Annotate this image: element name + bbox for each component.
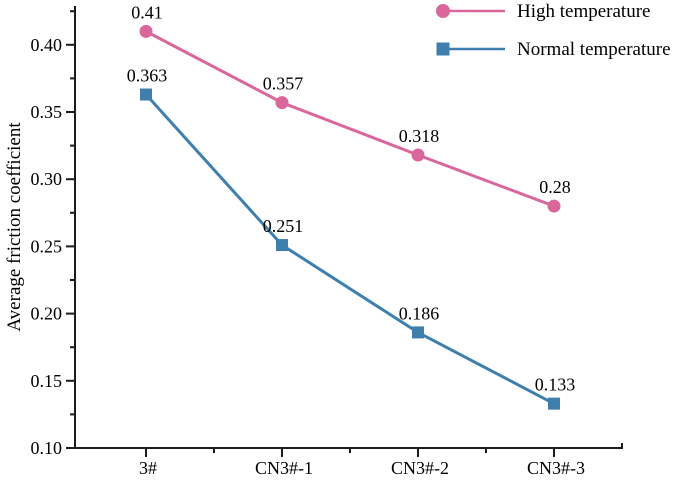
data-point-label: 0.28 <box>539 177 571 197</box>
y-tick-label: 0.40 <box>31 35 63 55</box>
data-point-circle <box>275 96 289 110</box>
y-axis-title: Average friction coefficient <box>4 122 25 332</box>
data-point-circle <box>547 199 561 213</box>
x-tick-label: CN3#-2 <box>391 458 449 478</box>
data-point-circle <box>139 24 153 38</box>
y-tick-label: 0.30 <box>31 169 63 189</box>
data-point-square <box>140 88 152 101</box>
data-point-circle <box>411 148 425 162</box>
legend-label: Normal temperature <box>517 39 671 60</box>
x-tick-label: CN3#-1 <box>255 458 313 478</box>
data-point-square <box>548 397 560 410</box>
y-tick-label: 0.25 <box>31 236 63 256</box>
data-point-label: 0.133 <box>535 375 576 395</box>
series-line-square <box>144 93 555 405</box>
legend-label: High temperature <box>517 1 650 22</box>
x-tick-label: CN3#-3 <box>527 458 585 478</box>
y-tick-label: 0.35 <box>31 102 63 122</box>
data-point-square <box>412 326 424 339</box>
data-point-label: 0.251 <box>263 216 304 236</box>
y-tick-label: 0.15 <box>31 371 63 391</box>
data-point-label: 0.41 <box>131 2 163 22</box>
data-point-label: 0.318 <box>399 126 440 146</box>
series-line-circle <box>145 30 555 208</box>
y-tick-label: 0.20 <box>31 304 63 324</box>
data-point-label: 0.186 <box>399 303 440 323</box>
data-point-label: 0.363 <box>127 66 168 86</box>
legend-marker-circle <box>436 4 450 18</box>
x-tick-label: 3# <box>139 458 157 478</box>
data-point-square <box>276 239 288 252</box>
y-tick-label: 0.10 <box>31 438 63 458</box>
data-point-label: 0.357 <box>263 74 304 94</box>
legend-marker-square <box>436 42 450 56</box>
